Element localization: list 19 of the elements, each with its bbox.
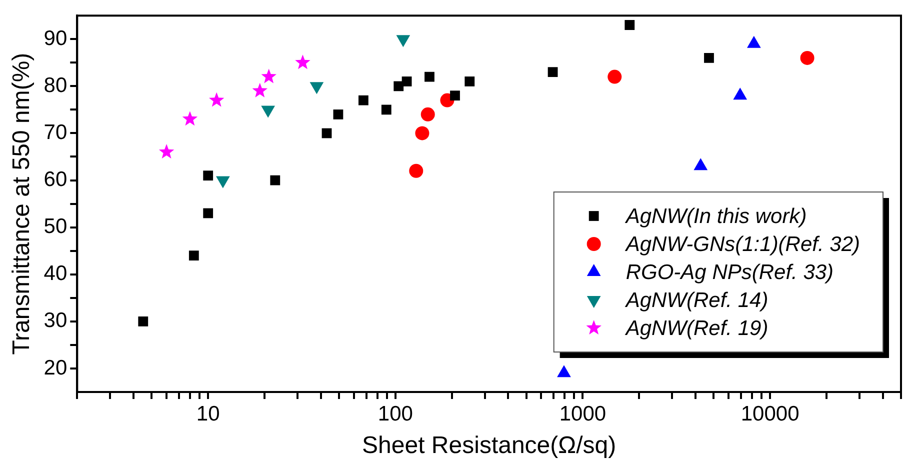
- legend-label: AgNW(Ref. 14): [624, 288, 768, 312]
- y-tick-label: 30: [44, 309, 68, 332]
- y-tick-label: 50: [44, 215, 68, 238]
- y-axis-title: Transmittance at 550 nm(%): [8, 52, 36, 355]
- legend-label: AgNW-GNs(1:1)(Ref. 32): [624, 232, 860, 256]
- y-tick-label: 20: [44, 356, 68, 380]
- x-tick-label: 1000: [559, 402, 606, 426]
- legend-label: AgNW(In this work): [624, 204, 807, 228]
- legend-label: AgNW(Ref. 19): [624, 316, 768, 340]
- y-tick-label: 40: [44, 262, 68, 286]
- x-tick-label: 100: [378, 402, 413, 426]
- y-tick-label: 80: [44, 74, 68, 97]
- legend-label: RGO-Ag NPs(Ref. 33): [626, 260, 834, 284]
- x-axis-title: Sheet Resistance(Ω/sq): [362, 432, 616, 460]
- y-tick-label: 60: [44, 168, 68, 192]
- y-tick-label: 90: [44, 26, 68, 50]
- y-tick-label: 70: [44, 121, 68, 144]
- x-tick-label: 10000: [740, 402, 800, 426]
- x-tick-label: 10: [196, 402, 220, 426]
